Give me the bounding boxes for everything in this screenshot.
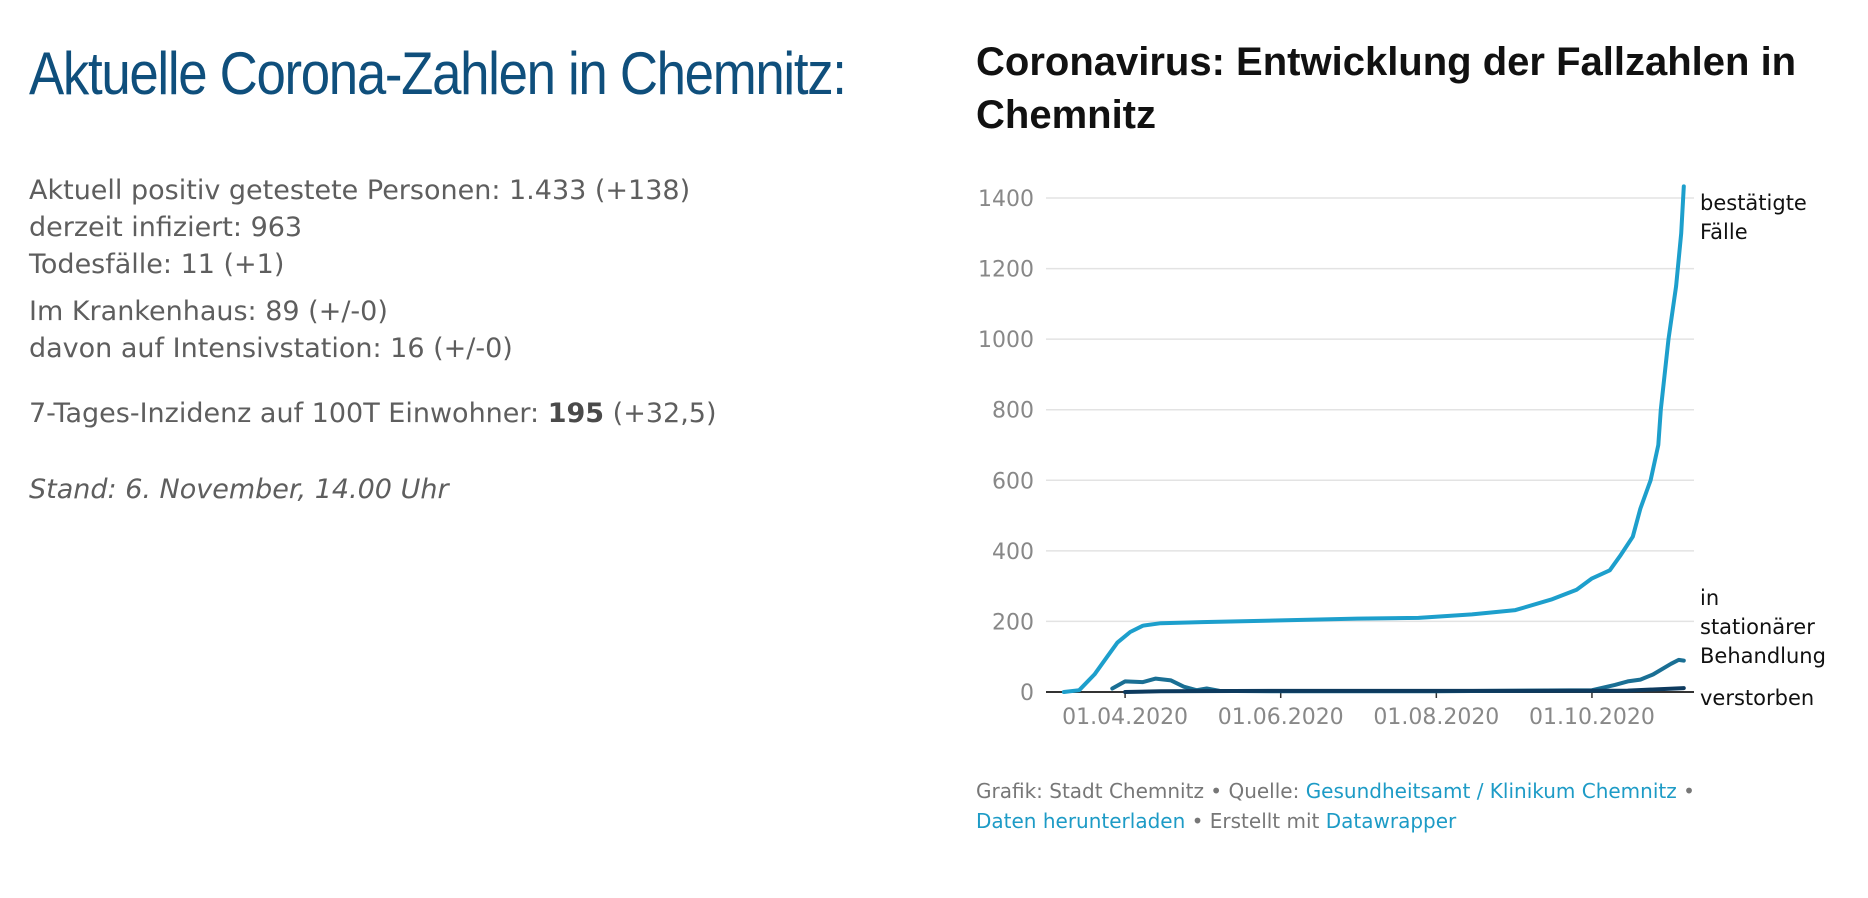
stat-currently-infected: derzeit infiziert: 963 — [29, 212, 303, 243]
download-data-link[interactable]: Daten herunterladen — [976, 809, 1186, 833]
incidence-change: (+32,5) — [604, 398, 717, 429]
x-tick-label: 01.04.2020 — [1062, 705, 1188, 730]
stat-intensive-care: davon auf Intensivstation: 16 (+/-0) — [29, 333, 513, 364]
y-tick-label: 600 — [992, 469, 1034, 494]
chart-title: Coronavirus: Entwicklung der Fallzahlen … — [976, 40, 1797, 137]
stats-panel: Aktuelle Corona-Zahlen in Chemnitz: Aktu… — [29, 38, 929, 505]
series-label-2: verstorben — [1700, 686, 1814, 710]
label-layer: 0 200 400 600 800 1000 1200 1400 01.04.2020 01.06… — [978, 187, 1826, 730]
incidence-value: 195 — [547, 398, 605, 429]
x-tick-label: 01.08.2020 — [1373, 705, 1499, 730]
stat-positive-tested: Aktuell positiv getestete Personen: 1.43… — [29, 175, 691, 206]
series-line-0 — [1061, 184, 1686, 694]
y-tick-label: 1400 — [978, 187, 1034, 212]
chart-footer: Grafik: Stadt Chemnitz • Quelle: Gesundh… — [976, 776, 1856, 836]
grid-layer — [1046, 197, 1694, 698]
footer-sep-2: • Erstellt mit — [1185, 809, 1326, 833]
timestamp: Stand: 6. November, 14.00 Uhr — [29, 474, 449, 505]
y-tick-label: 400 — [992, 540, 1034, 565]
series-line-2 — [1123, 686, 1686, 694]
y-tick-label: 200 — [992, 610, 1034, 635]
chart-panel: Coronavirus: Entwicklung der Fallzahlen … — [976, 36, 1856, 142]
y-tick-label: 0 — [1020, 681, 1034, 706]
y-tick-label: 1200 — [978, 258, 1034, 283]
source-link[interactable]: Gesundheitsamt / Klinikum Chemnitz — [1305, 779, 1677, 803]
incidence-label: 7-Tages-Inzidenz auf 100T Einwohner: — [29, 398, 548, 429]
footer-sep: • — [1676, 779, 1695, 803]
series-line-1 — [1110, 657, 1686, 694]
stat-hospital: Im Krankenhaus: 89 (+/-0) — [29, 296, 388, 327]
page-title: Aktuelle Corona-Zahlen in Chemnitz: — [29, 40, 847, 107]
x-tick-label: 01.10.2020 — [1529, 705, 1655, 730]
footer-prefix: Grafik: Stadt Chemnitz • Quelle: — [976, 779, 1306, 803]
stats-list: Aktuell positiv getestete Personen: 1.43… — [29, 172, 929, 432]
stat-deaths: Todesfälle: 11 (+1) — [29, 249, 285, 280]
x-tick-label: 01.06.2020 — [1218, 705, 1344, 730]
y-tick-label: 1000 — [978, 328, 1034, 353]
datawrapper-link[interactable]: Datawrapper — [1325, 809, 1457, 833]
stat-incidence: 7-Tages-Inzidenz auf 100T Einwohner: 195… — [29, 395, 929, 432]
series-layer — [1061, 184, 1686, 694]
y-tick-label: 800 — [992, 399, 1034, 424]
series-label-1: in stationärer Behandlung — [1700, 586, 1826, 668]
series-label-0: bestätigte Fälle — [1700, 191, 1807, 244]
